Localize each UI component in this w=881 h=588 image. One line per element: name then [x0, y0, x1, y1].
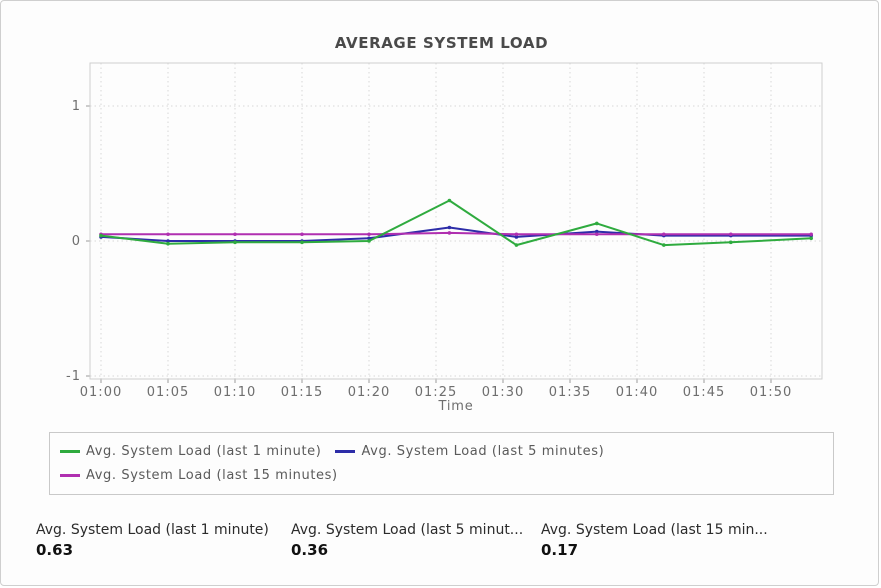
- data-point: [233, 240, 237, 245]
- legend-item[interactable]: Avg. System Load (last 15 minutes): [60, 463, 338, 487]
- chart-legend: Avg. System Load (last 1 minute) Avg. Sys…: [49, 432, 834, 495]
- y-tick-label: 1: [72, 99, 81, 114]
- series-line: [100, 231, 813, 236]
- data-point: [233, 232, 237, 237]
- data-point: [300, 240, 304, 245]
- data-point: [300, 232, 304, 237]
- stat-label: Avg. System Load (last 1 minute): [36, 522, 269, 538]
- x-tick-label: 01:50: [750, 385, 792, 400]
- data-point: [99, 233, 103, 238]
- legend-swatch-icon: [60, 449, 80, 453]
- data-point: [595, 229, 599, 234]
- x-tick-label: 01:15: [281, 385, 323, 400]
- legend-item[interactable]: Avg. System Load (last 1 minute): [60, 439, 321, 463]
- x-tick-label: 01:25: [415, 385, 457, 400]
- data-point: [367, 236, 371, 241]
- stat-label: Avg. System Load (last 5 minut...: [291, 522, 524, 538]
- stat-value: 0.36: [291, 541, 329, 559]
- data-point: [367, 232, 371, 237]
- data-point: [809, 232, 813, 237]
- x-tick-label: 01:10: [214, 385, 256, 400]
- stat-card: Avg. System Load (last 15 min... 0.17: [541, 522, 786, 559]
- x-axis-title: Time: [438, 399, 474, 414]
- y-tick-label: 0: [72, 234, 81, 249]
- current-values-row: Avg. System Load (last 1 minute) 0.63 Avg.…: [1, 522, 878, 572]
- data-point: [595, 232, 599, 237]
- data-point: [729, 240, 733, 245]
- legend-label: Avg. System Load (last 15 minutes): [86, 467, 338, 483]
- legend-label: Avg. System Load (last 5 minutes): [361, 443, 605, 459]
- data-point: [447, 225, 452, 230]
- x-tick-label: 01:45: [683, 385, 725, 400]
- data-point: [447, 231, 452, 235]
- data-point: [514, 232, 519, 237]
- data-point: [514, 243, 519, 247]
- data-point: [367, 239, 371, 243]
- average-system-load-chart: 1 0 -101:00 01:05 01:10 01:15 01:20 01:25 01:30 0…: [66, 62, 823, 400]
- chart-title: AVERAGE SYSTEM LOAD: [334, 34, 549, 52]
- data-point: [166, 232, 170, 237]
- x-tick-label: 01:05: [147, 385, 189, 400]
- series-line: [100, 199, 813, 247]
- x-tick-label: 01:20: [348, 385, 390, 400]
- data-point: [729, 232, 733, 237]
- x-tick-label: 01:35: [549, 385, 591, 400]
- legend-item[interactable]: Avg. System Load (last 5 minutes): [335, 439, 604, 463]
- legend-swatch-icon: [60, 473, 80, 477]
- x-tick-label: 01:00: [80, 385, 122, 400]
- stat-card: Avg. System Load (last 5 minut... 0.36: [291, 522, 536, 559]
- stat-value: 0.17: [541, 541, 579, 559]
- stat-label: Avg. System Load (last 15 min...: [541, 522, 768, 538]
- x-tick-label: 01:30: [482, 385, 524, 400]
- data-point: [514, 235, 519, 239]
- legend-swatch-icon: [335, 449, 356, 453]
- x-tick-label: 01:40: [616, 385, 658, 400]
- stat-card: Avg. System Load (last 1 minute) 0.63: [36, 522, 281, 559]
- data-point: [595, 221, 599, 226]
- legend-label: Avg. System Load (last 1 minute): [86, 443, 322, 459]
- stat-value: 0.63: [36, 541, 74, 559]
- data-point: [447, 198, 452, 203]
- y-tick-label: -1: [66, 369, 81, 384]
- data-point: [166, 241, 170, 246]
- data-point: [166, 239, 170, 243]
- data-point: [662, 243, 666, 247]
- data-point: [809, 236, 813, 241]
- data-point: [662, 232, 666, 237]
